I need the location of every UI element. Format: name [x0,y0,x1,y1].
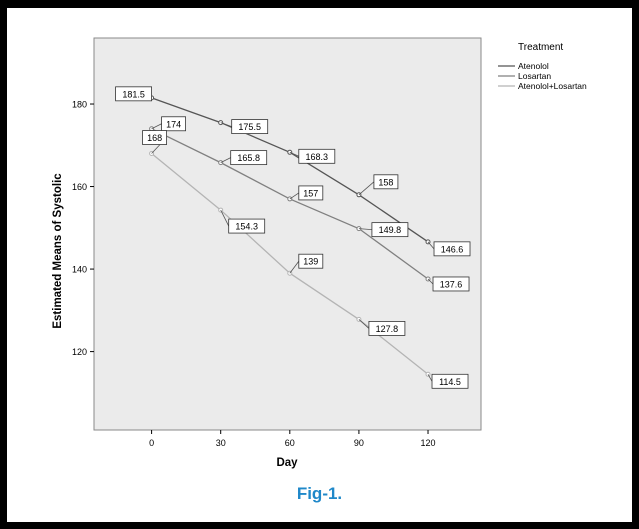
data-label: 149.8 [379,225,402,235]
data-label-box [432,276,470,292]
legend-entry: Losartan [518,71,551,81]
label-leader [151,123,162,130]
data-label-box [228,218,266,234]
y-tick-label: 180 [72,100,87,110]
data-label: 165.8 [237,153,260,163]
data-label: 154.3 [235,222,258,232]
label-leader [358,228,372,231]
y-axis-label: Estimated Means of Systolic [52,173,64,329]
data-label-box [373,174,399,190]
x-tick-label: 90 [354,438,364,448]
data-label-box [298,185,324,201]
data-label: 175.5 [238,122,261,132]
data-label-box [230,150,268,166]
label-leader [220,209,230,227]
data-label-box [142,130,167,145]
label-leader [358,319,370,329]
figure-caption: Fig-1. [296,484,343,503]
legend: Treatment AtenololLosartanAtenolol+Losar… [498,42,587,91]
data-label: 139 [303,257,318,267]
x-tick-label: 60 [285,438,295,448]
label-leader [289,260,300,274]
data-label: 158 [378,177,393,187]
data-label: 168.3 [306,152,329,162]
legend-entry: Atenolol+Losartan [518,81,587,91]
legend-title: Treatment [518,42,563,53]
data-label-box [431,373,469,389]
data-label: 114.5 [439,377,461,387]
label-leader [220,122,232,127]
label-leader [358,181,375,196]
x-tick-label: 30 [216,438,226,448]
x-axis: 0 30 60 90 120 [149,430,436,448]
data-label-box [298,148,336,164]
data-label-box [433,241,471,257]
data-label-box [368,321,406,336]
data-label-box [115,86,152,102]
label-leader [427,241,435,250]
legend-entry: Atenolol [518,61,549,71]
data-label: 157 [303,188,318,198]
label-leader [289,192,300,200]
y-tick-label: 160 [72,182,87,192]
x-tick-label: 120 [421,438,436,448]
label-leader [220,157,231,163]
x-tick-label: 0 [149,438,154,448]
data-label: 146.6 [441,244,464,254]
data-label: 181.5 [122,89,145,99]
y-tick-label: 120 [72,347,87,357]
data-label: 127.8 [376,324,399,334]
data-label: 174 [166,119,181,129]
data-label-box [231,119,269,134]
data-label: 168 [147,133,162,143]
label-leader [289,151,299,157]
x-axis-label: Day [276,457,298,469]
data-label: 137.6 [440,279,463,289]
y-tick-label: 140 [72,265,87,275]
label-leader [427,278,434,285]
y-axis: 120 140 160 180 [72,100,94,357]
data-labels: 181.5 175.5 168.3 158 146.6 174 165.8 157 149.8 1… [115,86,471,389]
data-label-box [371,222,409,238]
label-leader [427,374,433,382]
data-label-box [161,116,186,132]
data-label-box [298,253,324,269]
